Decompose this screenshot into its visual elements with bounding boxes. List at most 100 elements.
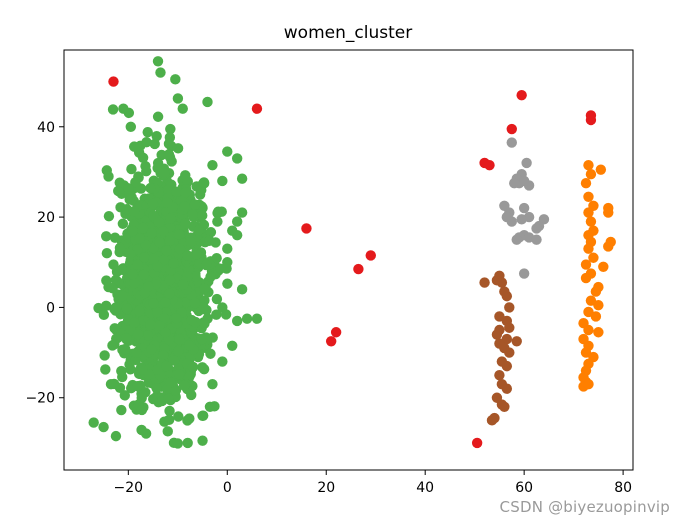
point bbox=[501, 290, 513, 302]
x-tick-label: 60 bbox=[515, 480, 533, 496]
point bbox=[189, 199, 201, 210]
point bbox=[117, 218, 129, 229]
point bbox=[117, 290, 128, 302]
point bbox=[583, 159, 594, 171]
point bbox=[152, 307, 163, 318]
point bbox=[114, 242, 126, 254]
point bbox=[136, 424, 147, 436]
point bbox=[227, 340, 238, 352]
point bbox=[173, 369, 185, 380]
point bbox=[197, 410, 208, 422]
point bbox=[141, 136, 152, 148]
point bbox=[124, 194, 135, 205]
point bbox=[501, 383, 513, 394]
point bbox=[236, 207, 248, 218]
point bbox=[158, 167, 170, 179]
point bbox=[170, 74, 181, 85]
point bbox=[177, 103, 188, 114]
point bbox=[471, 437, 483, 449]
point bbox=[149, 138, 160, 150]
point bbox=[518, 202, 530, 214]
point bbox=[108, 76, 119, 87]
point bbox=[251, 103, 263, 114]
point bbox=[161, 245, 173, 256]
point bbox=[496, 277, 508, 288]
point bbox=[137, 152, 149, 163]
point bbox=[211, 252, 222, 264]
point bbox=[134, 305, 145, 317]
point bbox=[511, 336, 522, 347]
point bbox=[143, 281, 154, 292]
point bbox=[516, 214, 527, 225]
point bbox=[583, 378, 594, 390]
point bbox=[138, 269, 150, 280]
point bbox=[153, 216, 165, 228]
point bbox=[186, 314, 197, 326]
point bbox=[183, 339, 195, 351]
point bbox=[131, 347, 142, 358]
point bbox=[124, 359, 135, 370]
point bbox=[491, 329, 503, 340]
point bbox=[103, 210, 115, 222]
point bbox=[211, 309, 222, 320]
point bbox=[101, 247, 113, 259]
point bbox=[177, 279, 189, 290]
point bbox=[154, 237, 165, 248]
point bbox=[162, 426, 173, 437]
point bbox=[160, 297, 171, 308]
point bbox=[160, 327, 171, 338]
point bbox=[583, 324, 594, 336]
point bbox=[132, 328, 144, 340]
plot-frame bbox=[63, 49, 634, 471]
point bbox=[196, 333, 208, 345]
point bbox=[164, 274, 176, 286]
point bbox=[114, 177, 125, 188]
point bbox=[222, 257, 233, 268]
point bbox=[593, 299, 604, 311]
point bbox=[199, 318, 210, 329]
point bbox=[215, 263, 226, 274]
axes bbox=[63, 49, 634, 471]
point bbox=[201, 259, 212, 271]
point bbox=[506, 123, 517, 135]
point bbox=[523, 180, 535, 191]
point bbox=[506, 216, 517, 227]
point bbox=[173, 229, 185, 240]
y-tick-label: 40 bbox=[37, 120, 55, 136]
point bbox=[180, 187, 191, 198]
watermark-text: CSDN @biyezuopinvip bbox=[499, 498, 670, 516]
data-points bbox=[88, 56, 616, 449]
point bbox=[212, 216, 223, 227]
series-cluster-green bbox=[88, 56, 263, 449]
point bbox=[152, 56, 164, 67]
point bbox=[113, 185, 124, 197]
point bbox=[173, 345, 184, 357]
point bbox=[180, 170, 191, 181]
point bbox=[580, 272, 592, 284]
point bbox=[198, 364, 210, 375]
point bbox=[580, 178, 592, 189]
x-tick-label: −20 bbox=[114, 480, 144, 496]
point bbox=[187, 209, 198, 220]
point bbox=[173, 411, 184, 422]
point bbox=[603, 207, 614, 218]
point bbox=[236, 284, 248, 295]
x-tick-label: 40 bbox=[416, 480, 434, 496]
point bbox=[531, 234, 542, 245]
point bbox=[174, 334, 185, 345]
point bbox=[189, 298, 201, 309]
point bbox=[158, 350, 169, 361]
point bbox=[128, 206, 140, 217]
point bbox=[365, 250, 376, 261]
point bbox=[165, 123, 176, 135]
point bbox=[484, 159, 495, 171]
point bbox=[516, 89, 527, 101]
point bbox=[132, 381, 143, 392]
point bbox=[151, 382, 162, 394]
point bbox=[199, 283, 210, 294]
ticks: −20 0 20 40 60 80 −20 0 20 40 bbox=[25, 120, 632, 496]
point bbox=[172, 93, 184, 104]
point bbox=[127, 268, 138, 280]
point bbox=[179, 218, 191, 229]
point bbox=[109, 232, 121, 243]
